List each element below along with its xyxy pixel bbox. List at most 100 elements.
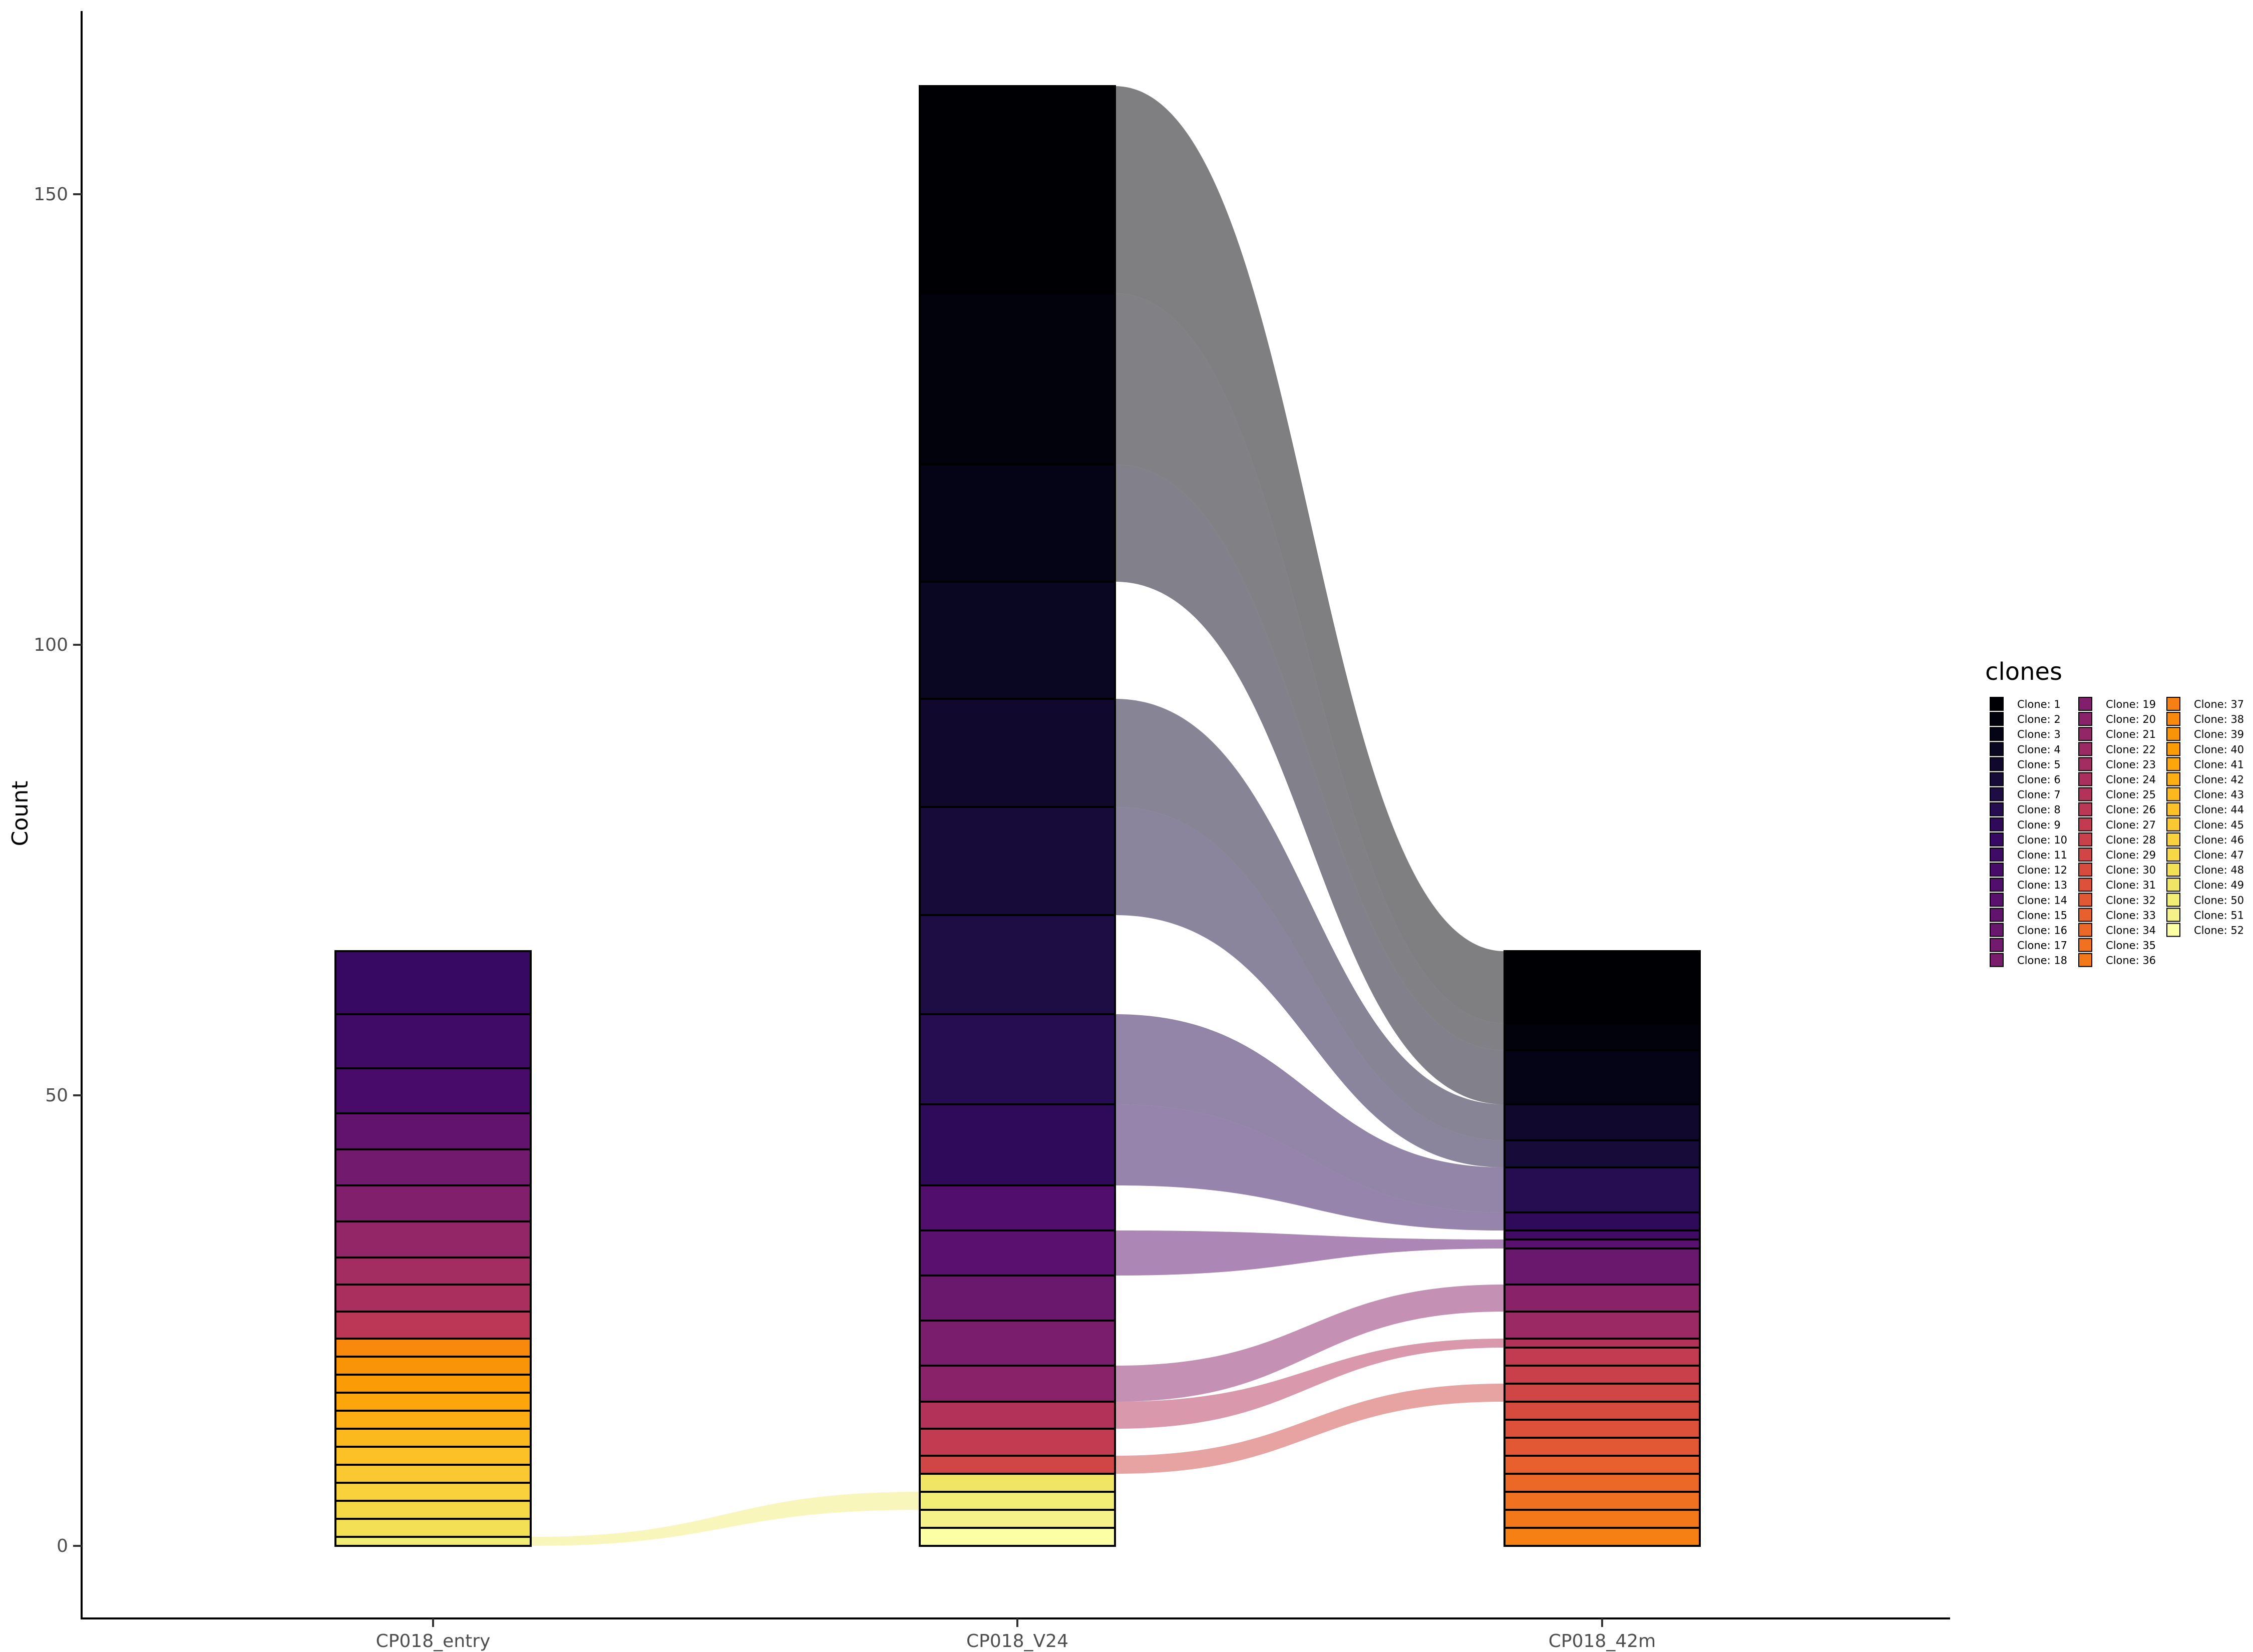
- bar-segment-CP018_42m-clone-36: [1504, 1509, 1701, 1529]
- flow-clone-1: [1115, 86, 1505, 1023]
- legend-item: Clone: 37: [2166, 697, 2244, 711]
- legend-swatch: [2166, 878, 2180, 892]
- bar-segment-CP018_42m-clone-20: [1504, 1284, 1701, 1313]
- bar-segment-CP018_42m-clone-27: [1504, 1347, 1701, 1367]
- legend-label: Clone: 6: [2017, 774, 2061, 786]
- legend-label: Clone: 20: [2106, 713, 2156, 725]
- bar-segment-CP018_V24-clone-5: [919, 698, 1116, 808]
- legend-label: Clone: 40: [2194, 743, 2244, 755]
- bar-segment-CP018_entry-clone-19: [334, 1184, 532, 1222]
- bar-segment-CP018_42m-clone-6: [1504, 1139, 1701, 1168]
- legend-swatch: [1990, 787, 2004, 801]
- legend-item: Clone: 39: [2166, 727, 2244, 741]
- legend-label: Clone: 44: [2194, 804, 2244, 816]
- legend-swatch: [2166, 727, 2180, 741]
- bar-segment-CP018_V24-clone-7: [919, 914, 1116, 1015]
- flow-clone-3: [1115, 465, 1505, 1104]
- legend-swatch: [1990, 878, 2004, 892]
- legend-item: Clone: 49: [2166, 878, 2244, 892]
- legend-label: Clone: 12: [2017, 864, 2067, 876]
- legend-label: Clone: 27: [2106, 819, 2156, 831]
- x-tick-label: CP018_42m: [1549, 1631, 1656, 1651]
- legend-label: Clone: 2: [2017, 713, 2061, 725]
- legend-swatch: [1990, 757, 2004, 771]
- legend-swatch: [2078, 742, 2092, 756]
- flow-clone-50: [531, 1492, 920, 1546]
- legend-swatch: [2078, 727, 2092, 741]
- stacked-bars-layer: [334, 85, 1701, 1547]
- bar-segment-CP018_V24-clone-20: [919, 1365, 1116, 1403]
- bar-segment-CP018_V24-clone-27: [919, 1428, 1116, 1457]
- legend-title: clones: [1985, 658, 2062, 686]
- legend-item: Clone: 33: [2078, 908, 2156, 922]
- legend-swatch: [2078, 817, 2092, 832]
- legend-label: Clone: 30: [2106, 864, 2156, 876]
- legend-label: Clone: 42: [2194, 774, 2244, 786]
- legend-label: Clone: 37: [2194, 698, 2244, 710]
- legend-swatch: [2166, 772, 2180, 786]
- legend-item: Clone: 29: [2078, 848, 2156, 862]
- legend-swatch: [2078, 832, 2092, 847]
- bar-segment-CP018_42m-clone-16: [1504, 1248, 1701, 1286]
- flow-clone-20: [1115, 1285, 1505, 1402]
- bar-segment-CP018_entry-clone-21: [334, 1220, 532, 1259]
- legend-label: Clone: 28: [2106, 834, 2156, 846]
- legend-swatch: [2166, 787, 2180, 801]
- bar-segment-CP018_V24-clone-14: [919, 1229, 1116, 1277]
- legend-swatch: [2166, 817, 2180, 832]
- legend-label: Clone: 46: [2194, 834, 2244, 846]
- legend-label: Clone: 9: [2017, 819, 2061, 831]
- bar-segment-CP018_V24-clone-29: [919, 1455, 1116, 1475]
- legend-swatch: [2078, 757, 2092, 771]
- legend-item: Clone: 44: [2166, 802, 2244, 816]
- bar-segment-CP018_42m-clone-30: [1504, 1401, 1701, 1421]
- legend-swatch: [1990, 772, 2004, 786]
- legend-swatch: [1990, 712, 2004, 726]
- legend-item: Clone: 30: [2078, 863, 2156, 877]
- legend-item: Clone: 8: [1990, 802, 2061, 816]
- legend-item: Clone: 25: [2078, 787, 2156, 801]
- legend-label: Clone: 39: [2194, 728, 2244, 740]
- bar-segment-CP018_V24-clone-8: [919, 1013, 1116, 1105]
- legend-item: Clone: 52: [2166, 923, 2244, 937]
- y-tick-label: 150: [34, 184, 68, 205]
- bar-segment-CP018_42m-clone-1: [1504, 950, 1701, 1024]
- legend-label: Clone: 1: [2017, 698, 2061, 710]
- bar-segment-CP018_entry-clone-39: [334, 1356, 532, 1376]
- legend-swatch: [2166, 697, 2180, 711]
- legend-label: Clone: 14: [2017, 894, 2067, 906]
- legend-item: Clone: 46: [2166, 832, 2244, 847]
- legend-label: Clone: 5: [2017, 758, 2061, 770]
- bar-segment-CP018_V24-clone-2: [919, 292, 1116, 466]
- bar-segment-CP018_V24-clone-49: [919, 1473, 1116, 1493]
- legend-swatch: [1990, 863, 2004, 877]
- bar-segment-CP018_42m-clone-8: [1504, 1166, 1701, 1213]
- y-tick-label: 50: [45, 1085, 68, 1106]
- legend-swatch: [1990, 938, 2004, 952]
- legend-item: Clone: 23: [2078, 757, 2156, 771]
- legend-item: Clone: 15: [1990, 908, 2067, 922]
- y-tick-label: 100: [34, 635, 68, 655]
- bar-segment-CP018_V24-clone-4: [919, 581, 1116, 700]
- flow-clone-25: [1115, 1339, 1505, 1429]
- flow-clone-9: [1115, 1104, 1505, 1230]
- legend-label: Clone: 52: [2194, 925, 2244, 937]
- legend-item: Clone: 32: [2078, 893, 2156, 907]
- legend-item: Clone: 22: [2078, 742, 2156, 756]
- flow-clone-29: [1115, 1384, 1505, 1474]
- bar-segment-CP018_entry-clone-50: [334, 1536, 532, 1547]
- legend-item: Clone: 21: [2078, 727, 2156, 741]
- bar-segment-CP018_entry-clone-26: [334, 1311, 532, 1340]
- legend-item: Clone: 36: [2078, 953, 2156, 967]
- legend-label: Clone: 26: [2106, 804, 2156, 816]
- legend-swatch: [1990, 908, 2004, 922]
- bar-segment-CP018_entry-clone-46: [334, 1482, 532, 1502]
- legend-item: Clone: 11: [1990, 848, 2067, 862]
- legend-label: Clone: 16: [2017, 925, 2067, 937]
- legend-item: Clone: 20: [2078, 712, 2156, 726]
- legend-item: Clone: 14: [1990, 893, 2067, 907]
- legend-label: Clone: 32: [2106, 894, 2156, 906]
- bar-segment-CP018_V24-clone-6: [919, 806, 1116, 916]
- bar-segment-CP018_entry-clone-43: [334, 1428, 532, 1448]
- bar-segment-CP018_42m-clone-31: [1504, 1419, 1701, 1439]
